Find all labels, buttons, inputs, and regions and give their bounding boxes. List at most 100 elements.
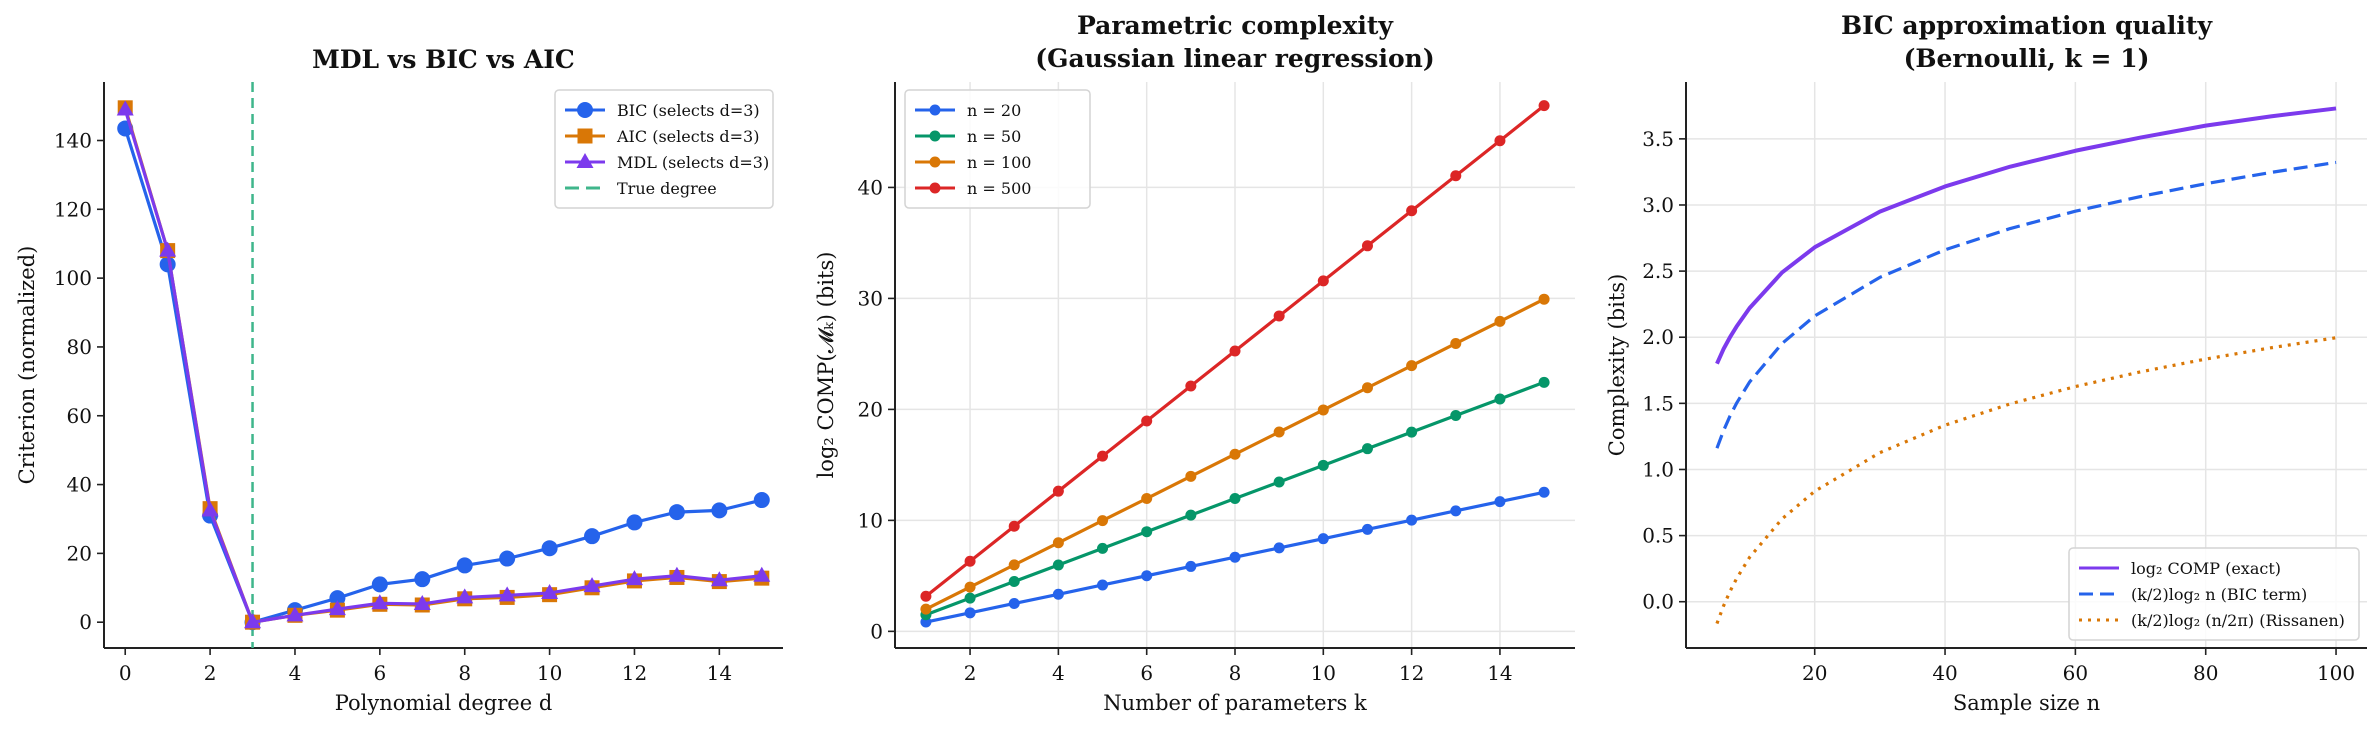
data-point (1273, 476, 1285, 488)
data-point (286, 606, 304, 622)
data-point (1273, 542, 1285, 554)
x-axis-label: Polynomial degree d (335, 691, 553, 715)
y-tick-label: 0 (870, 619, 883, 643)
data-point (1494, 315, 1506, 327)
data-point (1097, 579, 1109, 591)
data-point (1273, 426, 1285, 438)
legend-label: True degree (617, 179, 717, 198)
x-tick-label: 20 (1802, 661, 1827, 685)
subplot-2: 2 4 6 8 10 12 14 0 10 20 30 40 Parametric complexity… (814, 11, 1575, 715)
series-3 (1715, 336, 2337, 625)
legend-box (2068, 547, 2360, 641)
data-point (1141, 526, 1153, 538)
data-point (1008, 520, 1020, 532)
data-point (1450, 505, 1462, 517)
legend-label: n = 500 (967, 179, 1031, 198)
data-point (1097, 450, 1109, 462)
y-tick-label: 0.0 (1642, 590, 1674, 614)
x-tick-label: 2 (204, 661, 217, 685)
data-point (1185, 560, 1197, 572)
data-point (1494, 393, 1506, 405)
data-point (329, 590, 346, 607)
data-point (1008, 576, 1020, 588)
legend-marker (929, 182, 941, 194)
data-point (116, 100, 134, 116)
series-line (123, 109, 762, 624)
data-point (964, 592, 976, 604)
series-line (1715, 336, 2337, 625)
series-1 (920, 486, 1550, 628)
x-tick-label: 40 (1932, 661, 1957, 685)
legend-label: MDL (selects d=3) (617, 153, 769, 172)
legend-item: n = 50 (915, 127, 1021, 146)
x-tick-label: 100 (2317, 661, 2355, 685)
data-point (1406, 360, 1418, 372)
data-point (753, 566, 771, 582)
y-tick-label: 60 (67, 404, 92, 428)
data-point (1097, 542, 1109, 554)
x-tick-label: 8 (458, 661, 471, 685)
x-tick-label: 80 (2193, 661, 2218, 685)
subplot-title: (Gaussian linear regression) (1035, 44, 1434, 73)
data-point (668, 566, 686, 582)
data-point (1008, 597, 1020, 609)
data-point (583, 577, 601, 593)
x-axis-label: Sample size n (1953, 691, 2100, 715)
y-tick-label: 1.0 (1642, 457, 1674, 481)
data-point (1052, 588, 1064, 600)
data-point (668, 504, 685, 521)
data-point (1361, 443, 1373, 455)
data-point (920, 590, 932, 602)
y-axis-label: Criterion (normalized) (15, 246, 39, 485)
legend: log₂ COMP (exact) (k/2)log₂ n (BIC term) (… (2068, 547, 2360, 641)
data-point (1141, 415, 1153, 427)
data-point (1229, 493, 1241, 505)
x-axis-label: Number of parameters k (1103, 691, 1367, 715)
data-point (1450, 170, 1462, 182)
y-tick-label: 2.5 (1642, 259, 1674, 283)
data-point (1185, 470, 1197, 482)
y-tick-label: 0.5 (1642, 524, 1674, 548)
data-point (920, 603, 932, 615)
data-point (1406, 426, 1418, 438)
data-point (1538, 100, 1550, 112)
data-point (1406, 514, 1418, 526)
data-point (1273, 310, 1285, 322)
legend-marker (929, 156, 941, 168)
legend-item: n = 500 (915, 179, 1031, 198)
legend-label: (k/2)log₂ (n/2π) (Rissanen) (2131, 611, 2345, 630)
y-tick-label: 2.0 (1642, 325, 1674, 349)
data-point (201, 501, 219, 517)
data-point (328, 600, 346, 616)
series-3 (116, 100, 771, 629)
data-point (1361, 523, 1373, 535)
y-tick-label: 20 (858, 397, 883, 421)
legend-box (554, 89, 774, 209)
data-point (1361, 240, 1373, 252)
data-point (626, 514, 643, 531)
data-point (1538, 293, 1550, 305)
legend: BIC (selects d=3) AIC (selects d=3) MDL (s… (554, 89, 774, 209)
data-point (1317, 459, 1329, 471)
series-1 (1715, 106, 2337, 365)
data-point (1052, 537, 1064, 549)
legend-item: n = 100 (915, 153, 1031, 172)
data-point (541, 583, 559, 599)
data-point (1494, 135, 1506, 147)
legend-marker (577, 128, 593, 144)
data-point (414, 571, 431, 588)
y-tick-label: 3.0 (1642, 193, 1674, 217)
data-point (1538, 376, 1550, 388)
x-tick-label: 8 (1229, 661, 1242, 685)
data-point (711, 502, 728, 519)
y-tick-label: 3.5 (1642, 127, 1674, 151)
subplot-title: (Bernoulli, k = 1) (1904, 44, 2150, 73)
data-point (1052, 485, 1064, 497)
y-tick-label: 80 (67, 335, 92, 359)
data-point (964, 555, 976, 567)
data-point (1097, 515, 1109, 527)
x-tick-label: 10 (1311, 661, 1336, 685)
data-point (1229, 551, 1241, 563)
data-point (413, 594, 431, 610)
